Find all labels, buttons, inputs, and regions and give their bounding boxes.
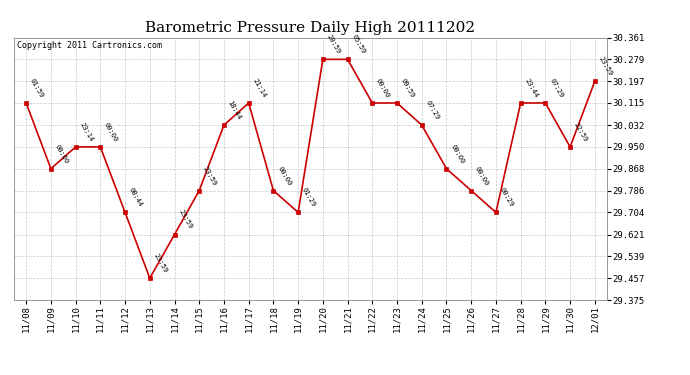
Text: 00:00: 00:00 [103, 122, 119, 143]
Text: 23:59: 23:59 [177, 209, 193, 230]
Text: 23:59: 23:59 [598, 56, 613, 77]
Text: 01:29: 01:29 [301, 187, 317, 208]
Text: 22:59: 22:59 [573, 122, 589, 143]
Text: 09:59: 09:59 [400, 77, 415, 99]
Text: 00:00: 00:00 [276, 165, 292, 186]
Text: 00:00: 00:00 [474, 165, 490, 186]
Text: 23:59: 23:59 [152, 253, 168, 274]
Text: 08:44: 08:44 [128, 187, 144, 208]
Text: 00:00: 00:00 [375, 77, 391, 99]
Text: 05:59: 05:59 [351, 34, 366, 55]
Text: 00:00: 00:00 [449, 143, 465, 165]
Text: 23:44: 23:44 [524, 77, 540, 99]
Text: 00:29: 00:29 [499, 187, 515, 208]
Text: 21:14: 21:14 [251, 77, 267, 99]
Text: 01:59: 01:59 [29, 77, 45, 99]
Text: 18:44: 18:44 [227, 99, 243, 121]
Text: 23:59: 23:59 [202, 165, 218, 186]
Text: Copyright 2011 Cartronics.com: Copyright 2011 Cartronics.com [17, 42, 161, 51]
Text: 07:29: 07:29 [424, 99, 440, 121]
Text: 07:29: 07:29 [548, 77, 564, 99]
Text: 00:00: 00:00 [54, 143, 70, 165]
Title: Barometric Pressure Daily High 20111202: Barometric Pressure Daily High 20111202 [146, 21, 475, 35]
Text: 23:14: 23:14 [79, 122, 95, 143]
Text: 20:59: 20:59 [326, 34, 342, 55]
